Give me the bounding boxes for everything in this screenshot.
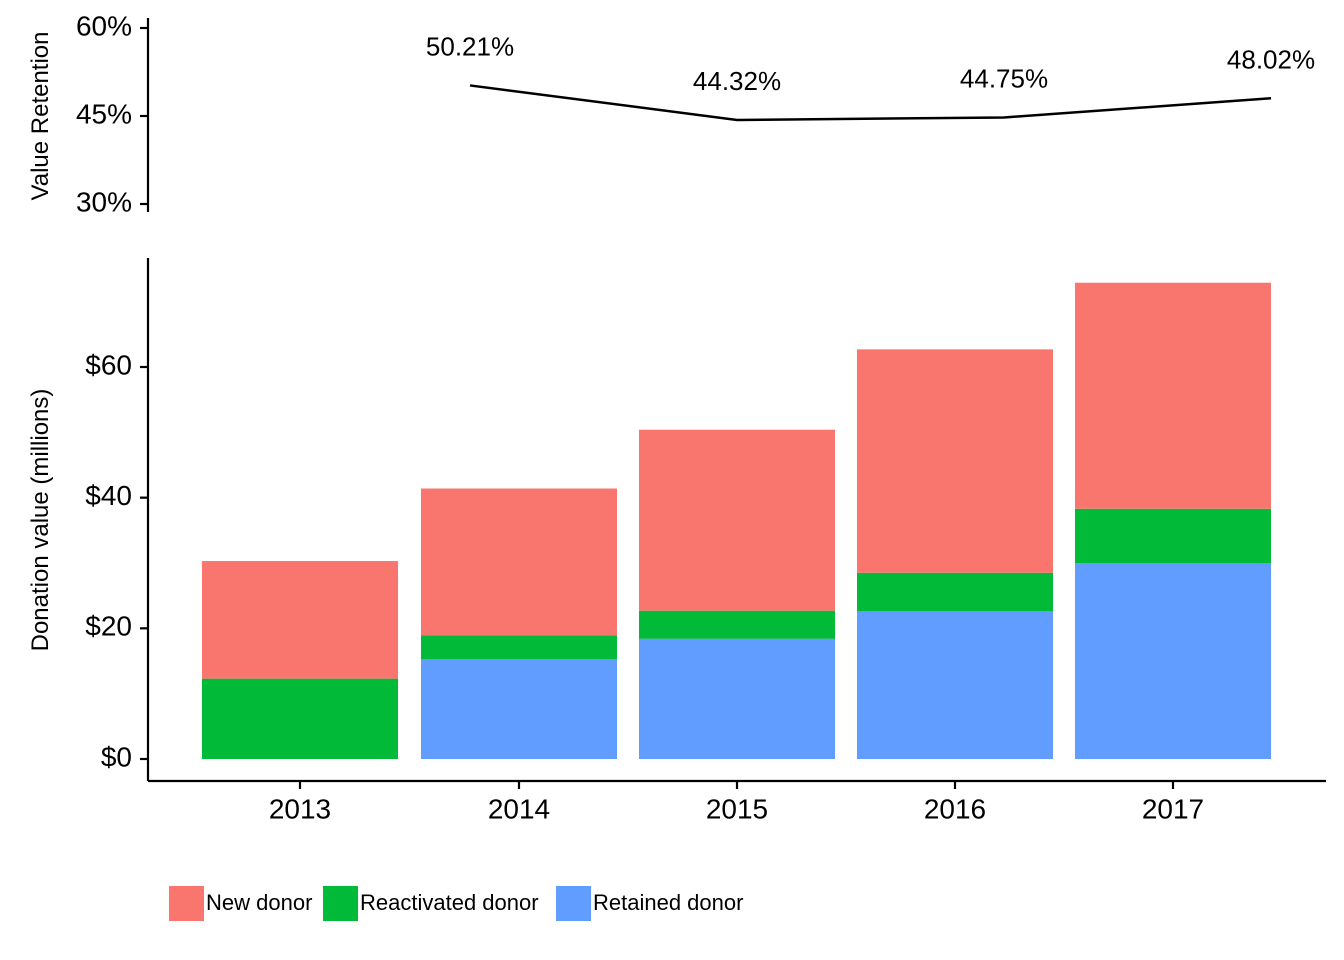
bar-retained-donor-2015	[639, 638, 835, 759]
bar-new-donor-2013	[202, 561, 398, 679]
legend-swatch-retained-donor	[556, 886, 591, 921]
retention-data-label-2015: 44.32%	[693, 66, 781, 96]
bar-segments	[202, 282, 1271, 759]
retention-y-tick-label: 60%	[76, 10, 132, 41]
retention-y-ticks: 30% 45% 60%	[76, 10, 148, 217]
retention-data-label-2017: 48.02%	[1227, 44, 1315, 74]
bar-reactivated-donor-2014	[421, 635, 617, 660]
bar-new-donor-2014	[421, 488, 617, 636]
donation-y-tick-label: $20	[85, 611, 132, 642]
legend-swatch-reactivated-donor	[323, 886, 358, 921]
bar-reactivated-donor-2015	[639, 610, 835, 639]
retention-y-title: Value Retention	[27, 31, 54, 200]
donation-x-tick-label: 2013	[269, 793, 331, 824]
donation-x-tick-label: 2014	[488, 793, 550, 824]
bar-retained-donor-2014	[421, 659, 617, 759]
bar-reactivated-donor-2016	[857, 572, 1053, 612]
donation-y-tick-label: $0	[101, 741, 132, 772]
donation-y-tick-label: $60	[85, 349, 132, 380]
donation-y-title: Donation value (millions)	[27, 389, 54, 652]
donation-x-tick-label: 2015	[706, 793, 768, 824]
retention-line	[469, 84, 1272, 122]
legend-label-reactivated-donor: Reactivated donor	[360, 890, 539, 915]
retention-y-tick-label: 45%	[76, 98, 132, 129]
donation-x-tick-label: 2016	[924, 793, 986, 824]
donation-x-ticks: 2013 2014 2015 2016 2017	[269, 781, 1204, 824]
bar-reactivated-donor-2013	[202, 678, 398, 759]
bar-retained-donor-2016	[857, 611, 1053, 759]
bar-new-donor-2015	[639, 429, 835, 611]
bar-reactivated-donor-2017	[1075, 508, 1271, 563]
legend-label-new-donor: New donor	[206, 890, 312, 915]
donation-y-ticks: $0 $20 $40 $60	[85, 349, 148, 772]
retention-labels: 50.21% 44.32% 44.75% 48.02%	[426, 31, 1315, 96]
donation-x-tick-label: 2017	[1142, 793, 1204, 824]
legend: New donor Reactivated donor Retained donor	[169, 886, 743, 921]
donation-panel: $0 $20 $40 $60 2013 2014 2015 2016 2017 Donatio…	[27, 258, 1326, 824]
retention-panel: 30% 45% 60% Value Retention 50.21% 44.32% 44…	[27, 10, 1315, 217]
bar-new-donor-2017	[1075, 282, 1271, 509]
legend-label-retained-donor: Retained donor	[593, 890, 743, 915]
donation-y-tick-label: $40	[85, 480, 132, 511]
retention-data-label-2016: 44.75%	[960, 63, 1048, 93]
bar-retained-donor-2017	[1075, 563, 1271, 759]
legend-swatch-new-donor	[169, 886, 204, 921]
retention-y-tick-label: 30%	[76, 186, 132, 217]
bar-new-donor-2016	[857, 349, 1053, 573]
retention-data-label-2014: 50.21%	[426, 31, 514, 61]
retention-points	[469, 85, 1272, 120]
